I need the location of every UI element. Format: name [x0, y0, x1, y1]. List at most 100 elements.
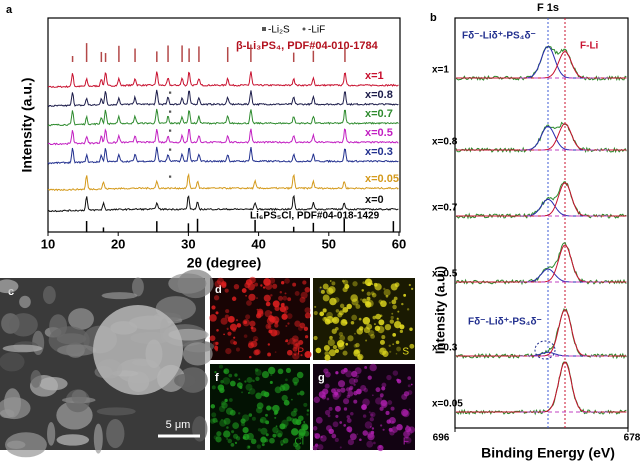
map-dot — [335, 414, 339, 418]
map-dot — [347, 390, 354, 397]
x-tick-label: 20 — [111, 236, 125, 251]
map-dot — [243, 334, 248, 338]
map-dot — [335, 371, 339, 375]
map-dot — [306, 409, 310, 412]
map-dot — [293, 442, 299, 448]
map-dot — [256, 444, 262, 449]
map-dot — [272, 300, 280, 308]
map-dot — [223, 417, 231, 425]
map-dot — [260, 427, 268, 435]
element-label: P — [297, 347, 304, 358]
map-dot — [246, 376, 253, 383]
map-dot — [366, 296, 371, 301]
curve-label: x=0.7 — [365, 108, 393, 120]
map-dot — [362, 281, 366, 285]
sem-texture — [0, 279, 19, 294]
map-dot — [235, 347, 240, 352]
map-dot — [248, 388, 256, 395]
xrd-pattern — [47, 128, 399, 146]
map-dot — [215, 341, 219, 346]
map-dot — [279, 385, 286, 392]
map-dot — [346, 418, 352, 423]
map-dot — [386, 374, 392, 381]
panel-letter: a — [6, 4, 13, 16]
map-dot — [256, 402, 264, 410]
map-dot — [397, 310, 400, 313]
map-dot — [368, 330, 375, 337]
panel-b-frame — [454, 17, 629, 429]
map-dot — [298, 325, 303, 331]
map-dot — [391, 426, 398, 433]
map-dot — [283, 310, 288, 314]
map-dot — [220, 317, 228, 325]
map-dot — [244, 380, 247, 383]
map-dot — [212, 417, 218, 423]
map-dot — [369, 426, 372, 428]
sem-texture — [9, 313, 38, 337]
map-dot — [299, 390, 305, 396]
map-dot — [296, 392, 300, 396]
map-dot — [322, 294, 330, 302]
map-dot — [213, 295, 220, 301]
map-dot — [385, 295, 389, 298]
xrd-pattern — [47, 194, 399, 213]
map-dot — [279, 423, 286, 430]
map-dot — [371, 292, 377, 298]
map-dot — [304, 307, 311, 314]
reference-label: β-Li₃PS₄, PDF#04-010-1784 — [236, 40, 379, 52]
map-dot — [383, 287, 386, 291]
sem-texture — [192, 416, 208, 442]
map-dot — [274, 416, 277, 419]
map-dot — [249, 320, 256, 327]
map-dot — [380, 400, 388, 408]
map-dot — [313, 310, 318, 316]
map-dot — [245, 294, 247, 297]
annotation: F-Li — [580, 41, 599, 52]
map-dot — [259, 419, 264, 423]
map-dot — [353, 383, 356, 386]
map-dot — [290, 410, 297, 417]
panel-letter: b — [430, 12, 437, 24]
impurity-marker: ▪ — [169, 106, 172, 116]
map-dot — [362, 430, 369, 436]
map-dot — [324, 371, 331, 378]
map-dot — [272, 404, 280, 413]
map-dot — [366, 299, 374, 308]
sem-texture — [177, 269, 214, 299]
map-dot — [379, 339, 385, 345]
map-dot — [232, 433, 239, 439]
map-dot — [302, 280, 307, 285]
map-dot — [210, 404, 216, 409]
map-dot — [267, 352, 272, 357]
x-tick-label: 50 — [322, 236, 336, 251]
map-dot — [255, 392, 262, 400]
map-dot — [304, 335, 309, 339]
map-dot — [272, 283, 278, 289]
map-dot — [304, 287, 311, 293]
curve-label: x=0.3 — [432, 343, 458, 354]
y-axis-label: Intensity (a.u.) — [432, 266, 447, 354]
map-dot — [314, 443, 319, 447]
sem-texture — [101, 292, 138, 300]
map-dot — [260, 436, 267, 443]
map-dot — [363, 387, 368, 393]
map-dot — [403, 293, 407, 297]
map-dot — [392, 332, 397, 337]
map-dot — [343, 424, 347, 427]
map-dot — [348, 378, 356, 385]
highlight-circle — [534, 340, 556, 360]
panel-letter: g — [318, 372, 325, 384]
map-dot — [331, 281, 336, 286]
map-dot — [285, 324, 288, 327]
map-dot — [251, 327, 257, 333]
curve-label: x=0.3 — [365, 146, 393, 158]
map-dot — [265, 433, 269, 437]
map-dot — [369, 417, 374, 422]
x-tick-label: 40 — [251, 236, 265, 251]
x-axis-label: 2θ (degree) — [187, 255, 261, 271]
map-dot — [295, 419, 302, 426]
map-dot — [390, 283, 398, 291]
map-dot — [355, 342, 360, 348]
map-dot — [396, 346, 402, 352]
map-dot — [351, 298, 359, 306]
